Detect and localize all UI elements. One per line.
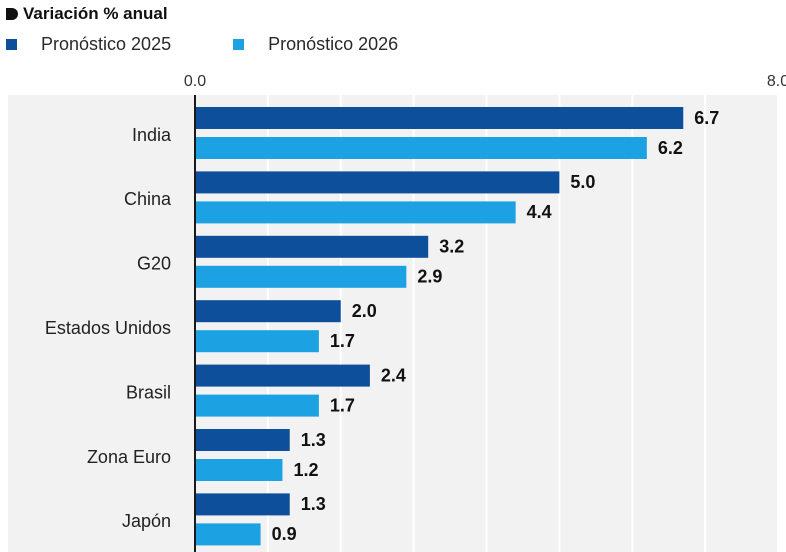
- x-tick-label: 0.0: [184, 73, 206, 90]
- data-label: 4.4: [527, 202, 552, 222]
- bar-2026: [195, 330, 319, 353]
- data-label: 1.3: [301, 430, 326, 450]
- bar-2025: [195, 171, 560, 194]
- chart-title: Variación % anual: [23, 4, 168, 23]
- data-label: 0.9: [272, 524, 297, 544]
- data-label: 3.2: [439, 237, 464, 257]
- legend-label-2026: Pronóstico 2026: [268, 34, 399, 54]
- category-label: Estados Unidos: [45, 318, 171, 338]
- data-label: 5.0: [570, 172, 595, 192]
- bar-2026: [195, 265, 407, 288]
- category-label: G20: [137, 254, 171, 274]
- bar-2026: [195, 459, 283, 481]
- data-label: 1.7: [330, 331, 355, 351]
- plot-background: [8, 95, 778, 552]
- x-tick-label: 8.0: [767, 73, 786, 90]
- legend-label-2025: Pronóstico 2025: [41, 34, 172, 54]
- bar-2025: [195, 493, 290, 516]
- data-label: 1.7: [330, 395, 355, 415]
- bar-2025: [195, 235, 429, 258]
- data-label: 1.2: [293, 460, 318, 480]
- bar-2026: [195, 394, 319, 417]
- legend-item-2025: Pronóstico 2025: [6, 34, 171, 55]
- data-label: 6.7: [694, 108, 719, 128]
- legend-swatch-2026: [233, 39, 245, 50]
- category-label: Zona Euro: [87, 447, 171, 467]
- bar-2025: [195, 429, 290, 451]
- data-label: 1.3: [301, 494, 326, 514]
- bar-2025: [195, 107, 684, 129]
- legend: Pronóstico 2025 Pronóstico 2026: [6, 34, 460, 55]
- bar-2026: [195, 523, 261, 546]
- category-label: Brasil: [126, 382, 171, 402]
- tag-icon: [6, 8, 18, 20]
- data-label: 6.2: [658, 138, 683, 158]
- category-label: India: [132, 125, 172, 145]
- category-label: China: [124, 189, 172, 209]
- legend-swatch-2025: [6, 39, 17, 50]
- data-label: 2.4: [381, 365, 406, 385]
- bar-2026: [195, 137, 647, 159]
- category-label: Japón: [122, 511, 171, 531]
- chart-header: Variación % anual: [6, 4, 168, 24]
- bar-2026: [195, 201, 516, 224]
- data-label: 2.0: [352, 301, 377, 321]
- legend-item-2026: Pronóstico 2026: [233, 34, 398, 55]
- bar-2025: [195, 364, 370, 387]
- bar-2025: [195, 300, 341, 323]
- data-label: 2.9: [417, 267, 442, 287]
